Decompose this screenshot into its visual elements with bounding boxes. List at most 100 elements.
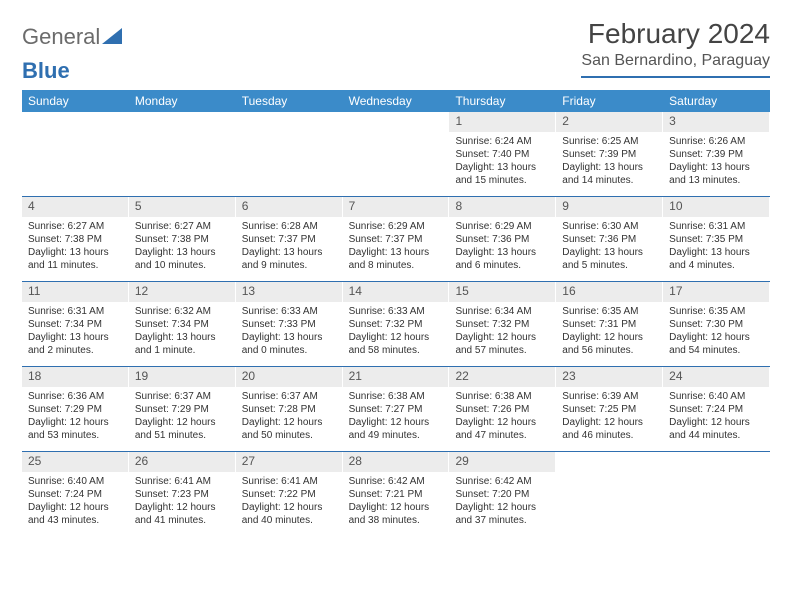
daylight-text: and 0 minutes. bbox=[242, 344, 336, 357]
weekday-header: Friday bbox=[556, 90, 663, 112]
logo-text: General Blue bbox=[22, 24, 122, 84]
day-number: 1 bbox=[449, 112, 555, 132]
daylight-text: Daylight: 12 hours bbox=[562, 331, 656, 344]
day-number: 26 bbox=[129, 452, 235, 472]
calendar-day: 12Sunrise: 6:32 AMSunset: 7:34 PMDayligh… bbox=[129, 282, 236, 366]
calendar-day: 1Sunrise: 6:24 AMSunset: 7:40 PMDaylight… bbox=[449, 112, 556, 196]
title-rule bbox=[581, 76, 770, 78]
header: General Blue February 2024 San Bernardin… bbox=[22, 18, 770, 84]
sunrise-text: Sunrise: 6:39 AM bbox=[562, 390, 656, 403]
daylight-text: Daylight: 12 hours bbox=[135, 416, 229, 429]
daylight-text: and 49 minutes. bbox=[349, 429, 443, 442]
day-details: Sunrise: 6:24 AMSunset: 7:40 PMDaylight:… bbox=[449, 132, 555, 191]
day-number: 2 bbox=[556, 112, 662, 132]
sunset-text: Sunset: 7:21 PM bbox=[349, 488, 443, 501]
day-details: Sunrise: 6:40 AMSunset: 7:24 PMDaylight:… bbox=[663, 387, 769, 446]
calendar-day: 14Sunrise: 6:33 AMSunset: 7:32 PMDayligh… bbox=[343, 282, 450, 366]
daylight-text: Daylight: 13 hours bbox=[28, 246, 122, 259]
sunset-text: Sunset: 7:27 PM bbox=[349, 403, 443, 416]
sunset-text: Sunset: 7:38 PM bbox=[28, 233, 122, 246]
calendar: SundayMondayTuesdayWednesdayThursdayFrid… bbox=[22, 90, 770, 536]
sunrise-text: Sunrise: 6:40 AM bbox=[28, 475, 122, 488]
calendar-day: 9Sunrise: 6:30 AMSunset: 7:36 PMDaylight… bbox=[556, 197, 663, 281]
daylight-text: Daylight: 12 hours bbox=[669, 416, 763, 429]
daylight-text: Daylight: 13 hours bbox=[28, 331, 122, 344]
daylight-text: Daylight: 12 hours bbox=[349, 416, 443, 429]
calendar-day-empty: . bbox=[236, 112, 343, 196]
daylight-text: and 11 minutes. bbox=[28, 259, 122, 272]
weekday-header-row: SundayMondayTuesdayWednesdayThursdayFrid… bbox=[22, 90, 770, 112]
sunset-text: Sunset: 7:30 PM bbox=[669, 318, 763, 331]
sunset-text: Sunset: 7:37 PM bbox=[349, 233, 443, 246]
daylight-text: Daylight: 13 hours bbox=[349, 246, 443, 259]
daylight-text: and 1 minute. bbox=[135, 344, 229, 357]
sunset-text: Sunset: 7:37 PM bbox=[242, 233, 336, 246]
sunset-text: Sunset: 7:39 PM bbox=[669, 148, 763, 161]
sunrise-text: Sunrise: 6:24 AM bbox=[455, 135, 549, 148]
day-details: Sunrise: 6:41 AMSunset: 7:22 PMDaylight:… bbox=[236, 472, 342, 531]
daylight-text: and 14 minutes. bbox=[562, 174, 656, 187]
sunset-text: Sunset: 7:22 PM bbox=[242, 488, 336, 501]
title-block: February 2024 San Bernardino, Paraguay bbox=[581, 18, 770, 78]
day-details: Sunrise: 6:25 AMSunset: 7:39 PMDaylight:… bbox=[556, 132, 662, 191]
daylight-text: and 50 minutes. bbox=[242, 429, 336, 442]
daylight-text: and 37 minutes. bbox=[455, 514, 549, 527]
sunset-text: Sunset: 7:38 PM bbox=[135, 233, 229, 246]
calendar-day: 28Sunrise: 6:42 AMSunset: 7:21 PMDayligh… bbox=[343, 452, 450, 536]
daylight-text: and 43 minutes. bbox=[28, 514, 122, 527]
calendar-day: 10Sunrise: 6:31 AMSunset: 7:35 PMDayligh… bbox=[663, 197, 770, 281]
daylight-text: Daylight: 12 hours bbox=[669, 331, 763, 344]
sunrise-text: Sunrise: 6:27 AM bbox=[135, 220, 229, 233]
day-details: Sunrise: 6:40 AMSunset: 7:24 PMDaylight:… bbox=[22, 472, 128, 531]
sunset-text: Sunset: 7:39 PM bbox=[562, 148, 656, 161]
sunrise-text: Sunrise: 6:28 AM bbox=[242, 220, 336, 233]
sunset-text: Sunset: 7:29 PM bbox=[28, 403, 122, 416]
sunrise-text: Sunrise: 6:29 AM bbox=[349, 220, 443, 233]
day-details: Sunrise: 6:37 AMSunset: 7:29 PMDaylight:… bbox=[129, 387, 235, 446]
page-subtitle: San Bernardino, Paraguay bbox=[581, 52, 770, 70]
daylight-text: and 6 minutes. bbox=[455, 259, 549, 272]
calendar-week: 11Sunrise: 6:31 AMSunset: 7:34 PMDayligh… bbox=[22, 281, 770, 366]
day-number: 24 bbox=[663, 367, 769, 387]
day-number: 16 bbox=[556, 282, 662, 302]
day-details: Sunrise: 6:33 AMSunset: 7:33 PMDaylight:… bbox=[236, 302, 342, 361]
day-details: Sunrise: 6:32 AMSunset: 7:34 PMDaylight:… bbox=[129, 302, 235, 361]
calendar-day: 25Sunrise: 6:40 AMSunset: 7:24 PMDayligh… bbox=[22, 452, 129, 536]
calendar-weeks: ....1Sunrise: 6:24 AMSunset: 7:40 PMDayl… bbox=[22, 112, 770, 536]
day-number: 3 bbox=[663, 112, 769, 132]
day-details: Sunrise: 6:36 AMSunset: 7:29 PMDaylight:… bbox=[22, 387, 128, 446]
daylight-text: and 5 minutes. bbox=[562, 259, 656, 272]
calendar-day: 21Sunrise: 6:38 AMSunset: 7:27 PMDayligh… bbox=[343, 367, 450, 451]
sunset-text: Sunset: 7:34 PM bbox=[135, 318, 229, 331]
calendar-day: 2Sunrise: 6:25 AMSunset: 7:39 PMDaylight… bbox=[556, 112, 663, 196]
day-details: Sunrise: 6:27 AMSunset: 7:38 PMDaylight:… bbox=[22, 217, 128, 276]
daylight-text: Daylight: 13 hours bbox=[242, 331, 336, 344]
daylight-text: Daylight: 12 hours bbox=[455, 331, 549, 344]
sunrise-text: Sunrise: 6:36 AM bbox=[28, 390, 122, 403]
daylight-text: Daylight: 12 hours bbox=[455, 416, 549, 429]
sunset-text: Sunset: 7:40 PM bbox=[455, 148, 549, 161]
daylight-text: and 9 minutes. bbox=[242, 259, 336, 272]
calendar-day: 16Sunrise: 6:35 AMSunset: 7:31 PMDayligh… bbox=[556, 282, 663, 366]
day-number: 29 bbox=[449, 452, 555, 472]
weekday-header: Saturday bbox=[663, 90, 770, 112]
calendar-day: 17 Sunrise: 6:35 AMSunset: 7:30 PMDayligh… bbox=[663, 282, 770, 366]
daylight-text: Daylight: 13 hours bbox=[242, 246, 336, 259]
sunrise-text: Sunrise: 6:33 AM bbox=[242, 305, 336, 318]
calendar-day: 3Sunrise: 6:26 AMSunset: 7:39 PMDaylight… bbox=[663, 112, 770, 196]
calendar-day: 13Sunrise: 6:33 AMSunset: 7:33 PMDayligh… bbox=[236, 282, 343, 366]
daylight-text: Daylight: 13 hours bbox=[562, 161, 656, 174]
calendar-day: 27Sunrise: 6:41 AMSunset: 7:22 PMDayligh… bbox=[236, 452, 343, 536]
sunset-text: Sunset: 7:29 PM bbox=[135, 403, 229, 416]
calendar-week: ....1Sunrise: 6:24 AMSunset: 7:40 PMDayl… bbox=[22, 112, 770, 196]
sunrise-text: Sunrise: 6:41 AM bbox=[242, 475, 336, 488]
sunrise-text: Sunrise: 6:29 AM bbox=[455, 220, 549, 233]
sunrise-text: Sunrise: 6:35 AM bbox=[669, 305, 763, 318]
sunrise-text: Sunrise: 6:25 AM bbox=[562, 135, 656, 148]
calendar-day: 5Sunrise: 6:27 AMSunset: 7:38 PMDaylight… bbox=[129, 197, 236, 281]
day-details: Sunrise: 6:30 AMSunset: 7:36 PMDaylight:… bbox=[556, 217, 662, 276]
calendar-week: 4Sunrise: 6:27 AMSunset: 7:38 PMDaylight… bbox=[22, 196, 770, 281]
day-number: 17 bbox=[663, 282, 769, 302]
sunrise-text: Sunrise: 6:37 AM bbox=[242, 390, 336, 403]
sunset-text: Sunset: 7:26 PM bbox=[455, 403, 549, 416]
